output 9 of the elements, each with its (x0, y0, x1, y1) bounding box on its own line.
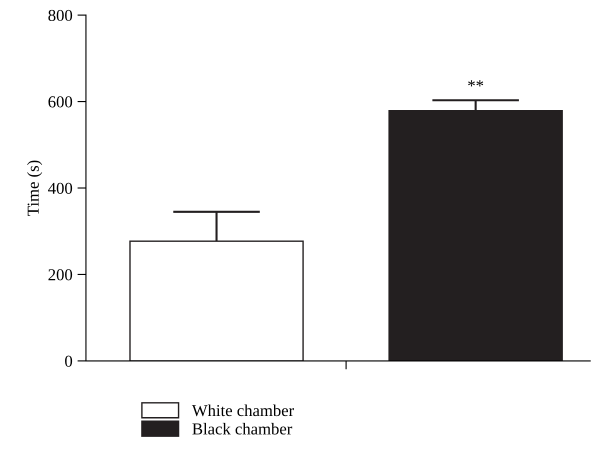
y-axis-title: Time (s) (27, 160, 42, 216)
y-tick-label: 400 (48, 182, 72, 194)
legend-label: White chamber (192, 404, 294, 416)
y-tick-label: 0 (65, 356, 72, 367)
legend-label: Black chamber (192, 422, 292, 435)
annotation: ** (468, 80, 484, 86)
y-tick-label: 800 (48, 10, 72, 22)
y-tick-label: 600 (48, 96, 72, 108)
y-tick-label: 200 (48, 269, 72, 280)
